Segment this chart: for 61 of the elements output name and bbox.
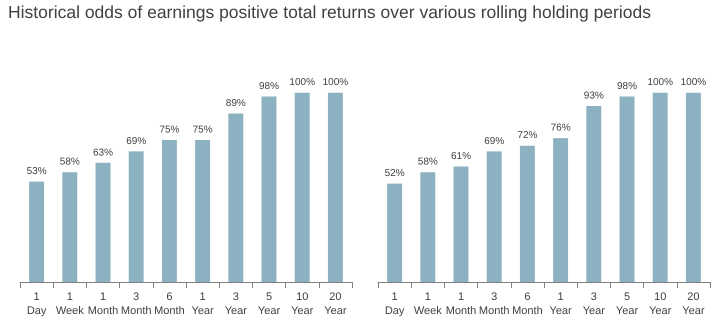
x-tick-label: 5 Year <box>616 291 638 317</box>
data-label: 53% <box>26 166 47 178</box>
x-tick-label: 1 Month <box>88 291 118 317</box>
x-tick-label: 3 Year <box>582 291 606 317</box>
x-tick-label: 1 Week <box>56 291 84 317</box>
data-label: 58% <box>60 156 80 168</box>
x-tick-label: 20 Year <box>324 291 347 317</box>
bar <box>586 106 602 282</box>
x-tick-label: 6 Month <box>154 291 185 317</box>
bar <box>62 172 78 282</box>
bar <box>29 182 44 282</box>
bar <box>486 151 502 282</box>
data-label: 75% <box>159 124 180 136</box>
x-tick-label: 3 Month <box>120 291 152 317</box>
x-tick-label: 10 Year <box>291 291 314 317</box>
data-label: 100% <box>289 77 316 88</box>
data-label: 100% <box>647 77 674 88</box>
x-tick-label: 1 Month <box>446 291 476 317</box>
data-label: 98% <box>616 81 638 92</box>
x-tick-label: 3 Year <box>224 291 248 317</box>
x-tick-label: 1 Day <box>26 291 47 317</box>
data-label: 58% <box>418 156 438 168</box>
x-tick-label: 1 Week <box>414 291 442 317</box>
data-label: 61% <box>450 151 472 162</box>
data-label: 100% <box>322 77 348 88</box>
bar <box>387 184 402 282</box>
data-label: 69% <box>126 136 146 147</box>
bar <box>520 146 535 282</box>
data-label: 89% <box>226 98 246 110</box>
bar <box>228 114 244 282</box>
x-tick-label: 10 Year <box>649 291 672 317</box>
bar <box>620 96 634 282</box>
data-label: 52% <box>384 168 405 180</box>
data-label: 72% <box>517 130 538 142</box>
bar <box>294 92 310 282</box>
bar <box>454 166 468 282</box>
x-tick-label: 1 Day <box>384 291 405 317</box>
data-label: 63% <box>92 147 114 158</box>
x-tick-label: 20 Year <box>682 291 705 317</box>
bar <box>553 138 568 282</box>
bar <box>96 162 110 282</box>
x-tick-label: 1 Year <box>191 291 214 317</box>
data-label: 75% <box>192 124 213 136</box>
x-tick-label: 1 Year <box>549 291 572 317</box>
bar <box>652 92 668 282</box>
x-tick-label: 6 Month <box>512 291 543 317</box>
bar <box>420 172 436 282</box>
bar <box>262 96 276 282</box>
data-label: 69% <box>484 136 504 147</box>
data-label: 100% <box>680 77 706 88</box>
data-label: 98% <box>258 81 280 92</box>
bar <box>195 140 210 282</box>
data-label: 76% <box>550 122 571 134</box>
x-tick-label: 5 Year <box>258 291 280 317</box>
x-tick-label: 3 Month <box>478 291 510 317</box>
bar <box>328 92 343 282</box>
bar <box>128 151 144 282</box>
chart-title: Historical odds of earnings positive total returns over various rolling holding periods <box>8 2 651 23</box>
bar <box>686 92 701 282</box>
bar <box>162 140 177 282</box>
data-label: 93% <box>584 90 604 102</box>
